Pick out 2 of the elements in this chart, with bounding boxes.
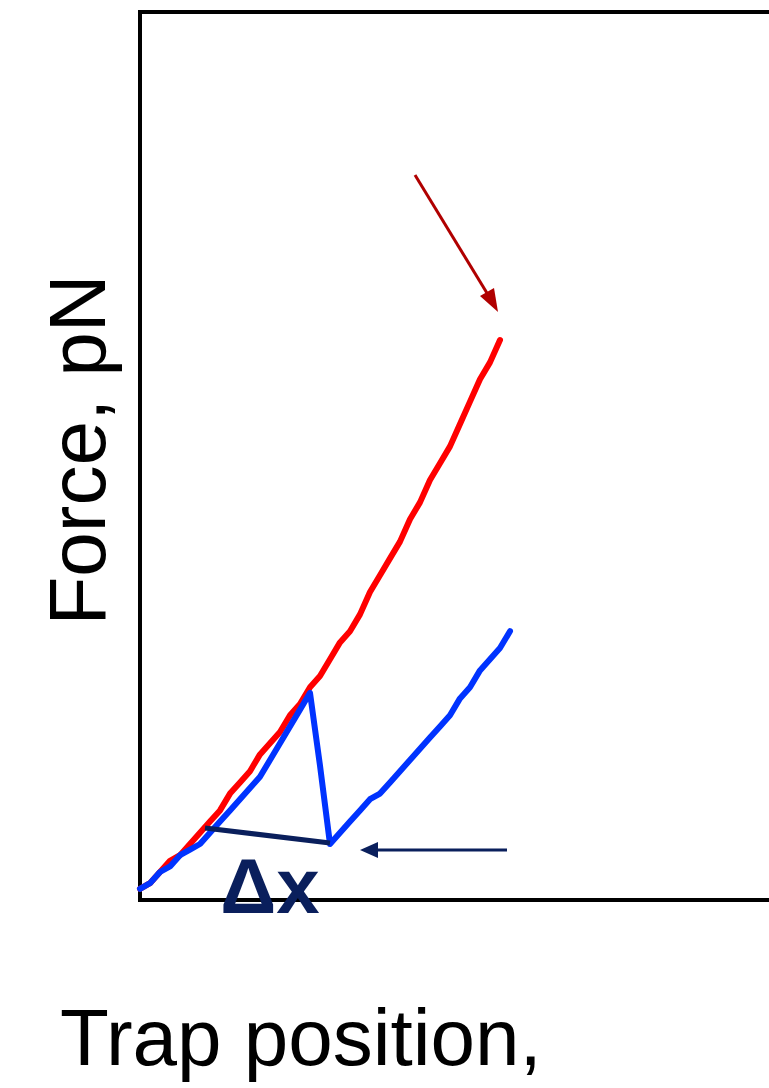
x-axis-title: Trap position, <box>60 993 542 1082</box>
y-axis-title: Force, pN <box>33 274 122 626</box>
